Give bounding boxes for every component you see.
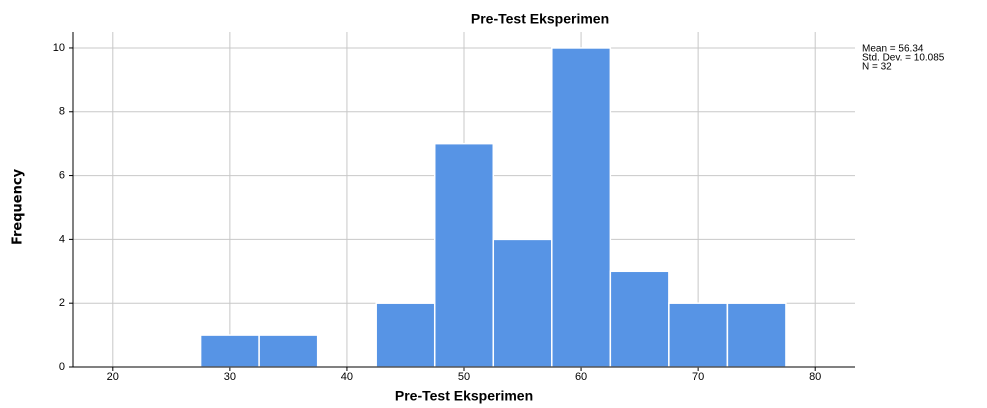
y-tick-label: 10 — [53, 42, 65, 54]
stat-label: Std. Dev. = 10.085 — [862, 53, 945, 64]
bar — [258, 334, 319, 368]
stat-label: N = 32 — [862, 62, 892, 73]
x-tick-label: 40 — [341, 371, 353, 383]
y-tick-label: 0 — [59, 361, 65, 373]
y-tick-label: 8 — [59, 106, 65, 118]
y-tick-label: 4 — [59, 233, 65, 245]
bar — [668, 302, 729, 368]
bar — [375, 302, 436, 368]
bar — [492, 238, 553, 368]
x-axis-label: Pre-Test Eksperimen — [395, 388, 533, 404]
y-tick-label: 6 — [59, 169, 65, 181]
bar — [609, 270, 670, 368]
stat-label: Mean = 56.34 — [862, 44, 924, 55]
bar — [433, 142, 495, 368]
x-tick-label: 60 — [575, 371, 587, 383]
bar — [726, 302, 787, 368]
x-tick-label: 70 — [692, 371, 704, 383]
x-tick-label: 50 — [458, 371, 470, 383]
y-axis-label: Frequency — [11, 168, 26, 245]
x-tick-label: 80 — [809, 371, 821, 383]
y-tick-label: 2 — [59, 297, 65, 309]
bar — [199, 334, 260, 368]
bar — [551, 47, 612, 368]
chart-title: Pre-Test Eksperimen — [471, 11, 609, 27]
x-tick-label: 20 — [107, 371, 119, 383]
x-tick-label: 30 — [224, 371, 236, 383]
